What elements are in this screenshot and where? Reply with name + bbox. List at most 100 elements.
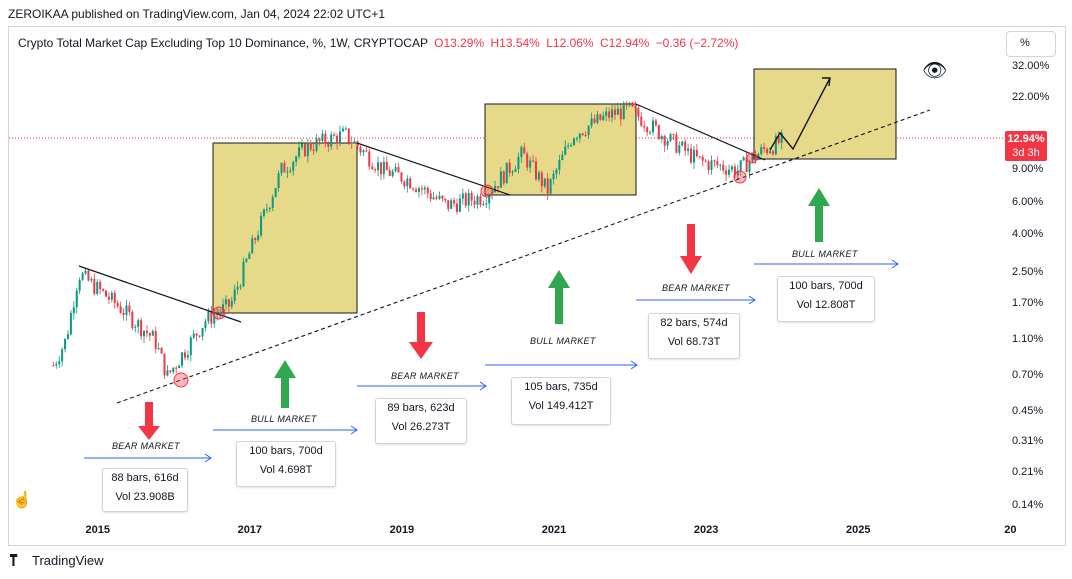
candle-body bbox=[552, 173, 555, 180]
candle-body bbox=[476, 196, 479, 205]
candle-body bbox=[499, 171, 502, 188]
candle-body bbox=[745, 157, 748, 173]
eye-icon: 👁 bbox=[922, 60, 948, 82]
candle-body bbox=[742, 157, 745, 161]
candle-body bbox=[613, 109, 616, 115]
footer-brand: TradingView bbox=[10, 553, 104, 568]
candle-body bbox=[777, 135, 780, 143]
hand-cursor-icon: ☝ bbox=[12, 492, 32, 509]
candle-body bbox=[581, 133, 584, 135]
candle-body bbox=[716, 161, 719, 166]
percent-scale-button[interactable]: % bbox=[1006, 31, 1056, 57]
candle-body bbox=[458, 198, 461, 212]
candle-body bbox=[470, 193, 473, 201]
candle-body bbox=[611, 109, 614, 118]
candle-body bbox=[660, 136, 663, 139]
bull-box-2020 bbox=[484, 103, 637, 196]
high-label: H bbox=[490, 36, 500, 50]
range-stats-box: 100 bars, 700d Vol 4.698T bbox=[236, 441, 336, 487]
y-tick-label: 0.45% bbox=[1012, 404, 1044, 417]
candle-body bbox=[224, 299, 227, 305]
price-chart[interactable] bbox=[9, 27, 1004, 517]
y-tick-label: 0.14% bbox=[1012, 499, 1044, 512]
candle-body bbox=[298, 147, 301, 157]
volume-total: Vol 12.808T bbox=[796, 299, 856, 311]
candle-body bbox=[371, 166, 374, 170]
candle-body bbox=[602, 115, 605, 120]
projection-arrowhead bbox=[822, 77, 831, 87]
candle-body bbox=[599, 114, 602, 120]
change-value: −0.36 (−2.72%) bbox=[655, 36, 739, 50]
y-tick-label: 2.50% bbox=[1012, 266, 1044, 279]
candle-body bbox=[593, 118, 596, 123]
candle-body bbox=[166, 370, 169, 376]
up-arrow-1 bbox=[274, 360, 296, 408]
volume-total: Vol 4.698T bbox=[259, 464, 313, 476]
candle-body bbox=[268, 207, 271, 210]
candle-body bbox=[145, 330, 148, 334]
volume-total: Vol 68.73T bbox=[667, 336, 721, 348]
candle-body bbox=[646, 127, 649, 133]
candle-body bbox=[666, 141, 669, 146]
candle-body bbox=[58, 361, 61, 365]
candle-body bbox=[154, 331, 157, 349]
candle-body bbox=[72, 307, 75, 314]
candle-body bbox=[292, 161, 295, 171]
candle-body bbox=[333, 134, 336, 136]
candle-body bbox=[283, 163, 286, 173]
candle-body bbox=[704, 160, 707, 162]
candle-body bbox=[315, 138, 318, 151]
candle-body bbox=[110, 292, 113, 300]
candle-body bbox=[137, 320, 140, 327]
candle-body bbox=[295, 156, 298, 162]
candle-body bbox=[420, 188, 423, 190]
candle-body bbox=[473, 200, 476, 205]
candle-body bbox=[573, 138, 576, 146]
candle-body bbox=[262, 209, 265, 216]
candle-body bbox=[134, 326, 137, 328]
candle-body bbox=[353, 141, 356, 144]
candle-body bbox=[125, 305, 128, 315]
low-value: 12.06% bbox=[552, 36, 594, 50]
candle-body bbox=[336, 135, 339, 144]
candle-body bbox=[192, 333, 195, 338]
candle-body bbox=[90, 279, 93, 281]
candle-body bbox=[242, 261, 245, 287]
candle-body bbox=[435, 197, 438, 199]
candle-body bbox=[608, 111, 611, 118]
last-price-value: 12.94% bbox=[1007, 133, 1045, 145]
candle-body bbox=[678, 145, 681, 153]
x-tick-label: 2015 bbox=[85, 524, 110, 536]
candle-body bbox=[219, 312, 222, 314]
candle-body bbox=[207, 311, 210, 322]
candle-body bbox=[628, 102, 631, 106]
y-tick-label: 1.70% bbox=[1012, 297, 1044, 310]
candle-body bbox=[251, 238, 254, 254]
y-tick-label: 4.00% bbox=[1012, 228, 1044, 241]
candle-body bbox=[87, 270, 90, 281]
candle-body bbox=[339, 131, 342, 144]
candle-body bbox=[233, 289, 236, 301]
candle-body bbox=[672, 134, 675, 136]
candle-body bbox=[502, 171, 505, 184]
candle-body bbox=[368, 151, 371, 167]
candle-body bbox=[213, 314, 216, 324]
y-tick-label: 9.00% bbox=[1012, 162, 1044, 175]
candle-body bbox=[517, 156, 520, 169]
candle-body bbox=[113, 292, 116, 303]
candle-body bbox=[277, 173, 280, 189]
candle-body bbox=[172, 367, 175, 372]
candle-body bbox=[102, 289, 105, 291]
candle-body bbox=[523, 147, 526, 154]
candle-body bbox=[687, 148, 690, 151]
candle-body bbox=[605, 111, 608, 116]
candle-body bbox=[362, 150, 365, 153]
candle-body bbox=[169, 370, 172, 372]
candle-body bbox=[564, 146, 567, 155]
candle-body bbox=[713, 160, 716, 162]
candle-body bbox=[397, 167, 400, 173]
candle-body bbox=[201, 328, 204, 337]
phase-label: BEAR MARKET bbox=[112, 441, 180, 451]
candle-body bbox=[657, 125, 660, 139]
candle-body bbox=[260, 215, 263, 236]
